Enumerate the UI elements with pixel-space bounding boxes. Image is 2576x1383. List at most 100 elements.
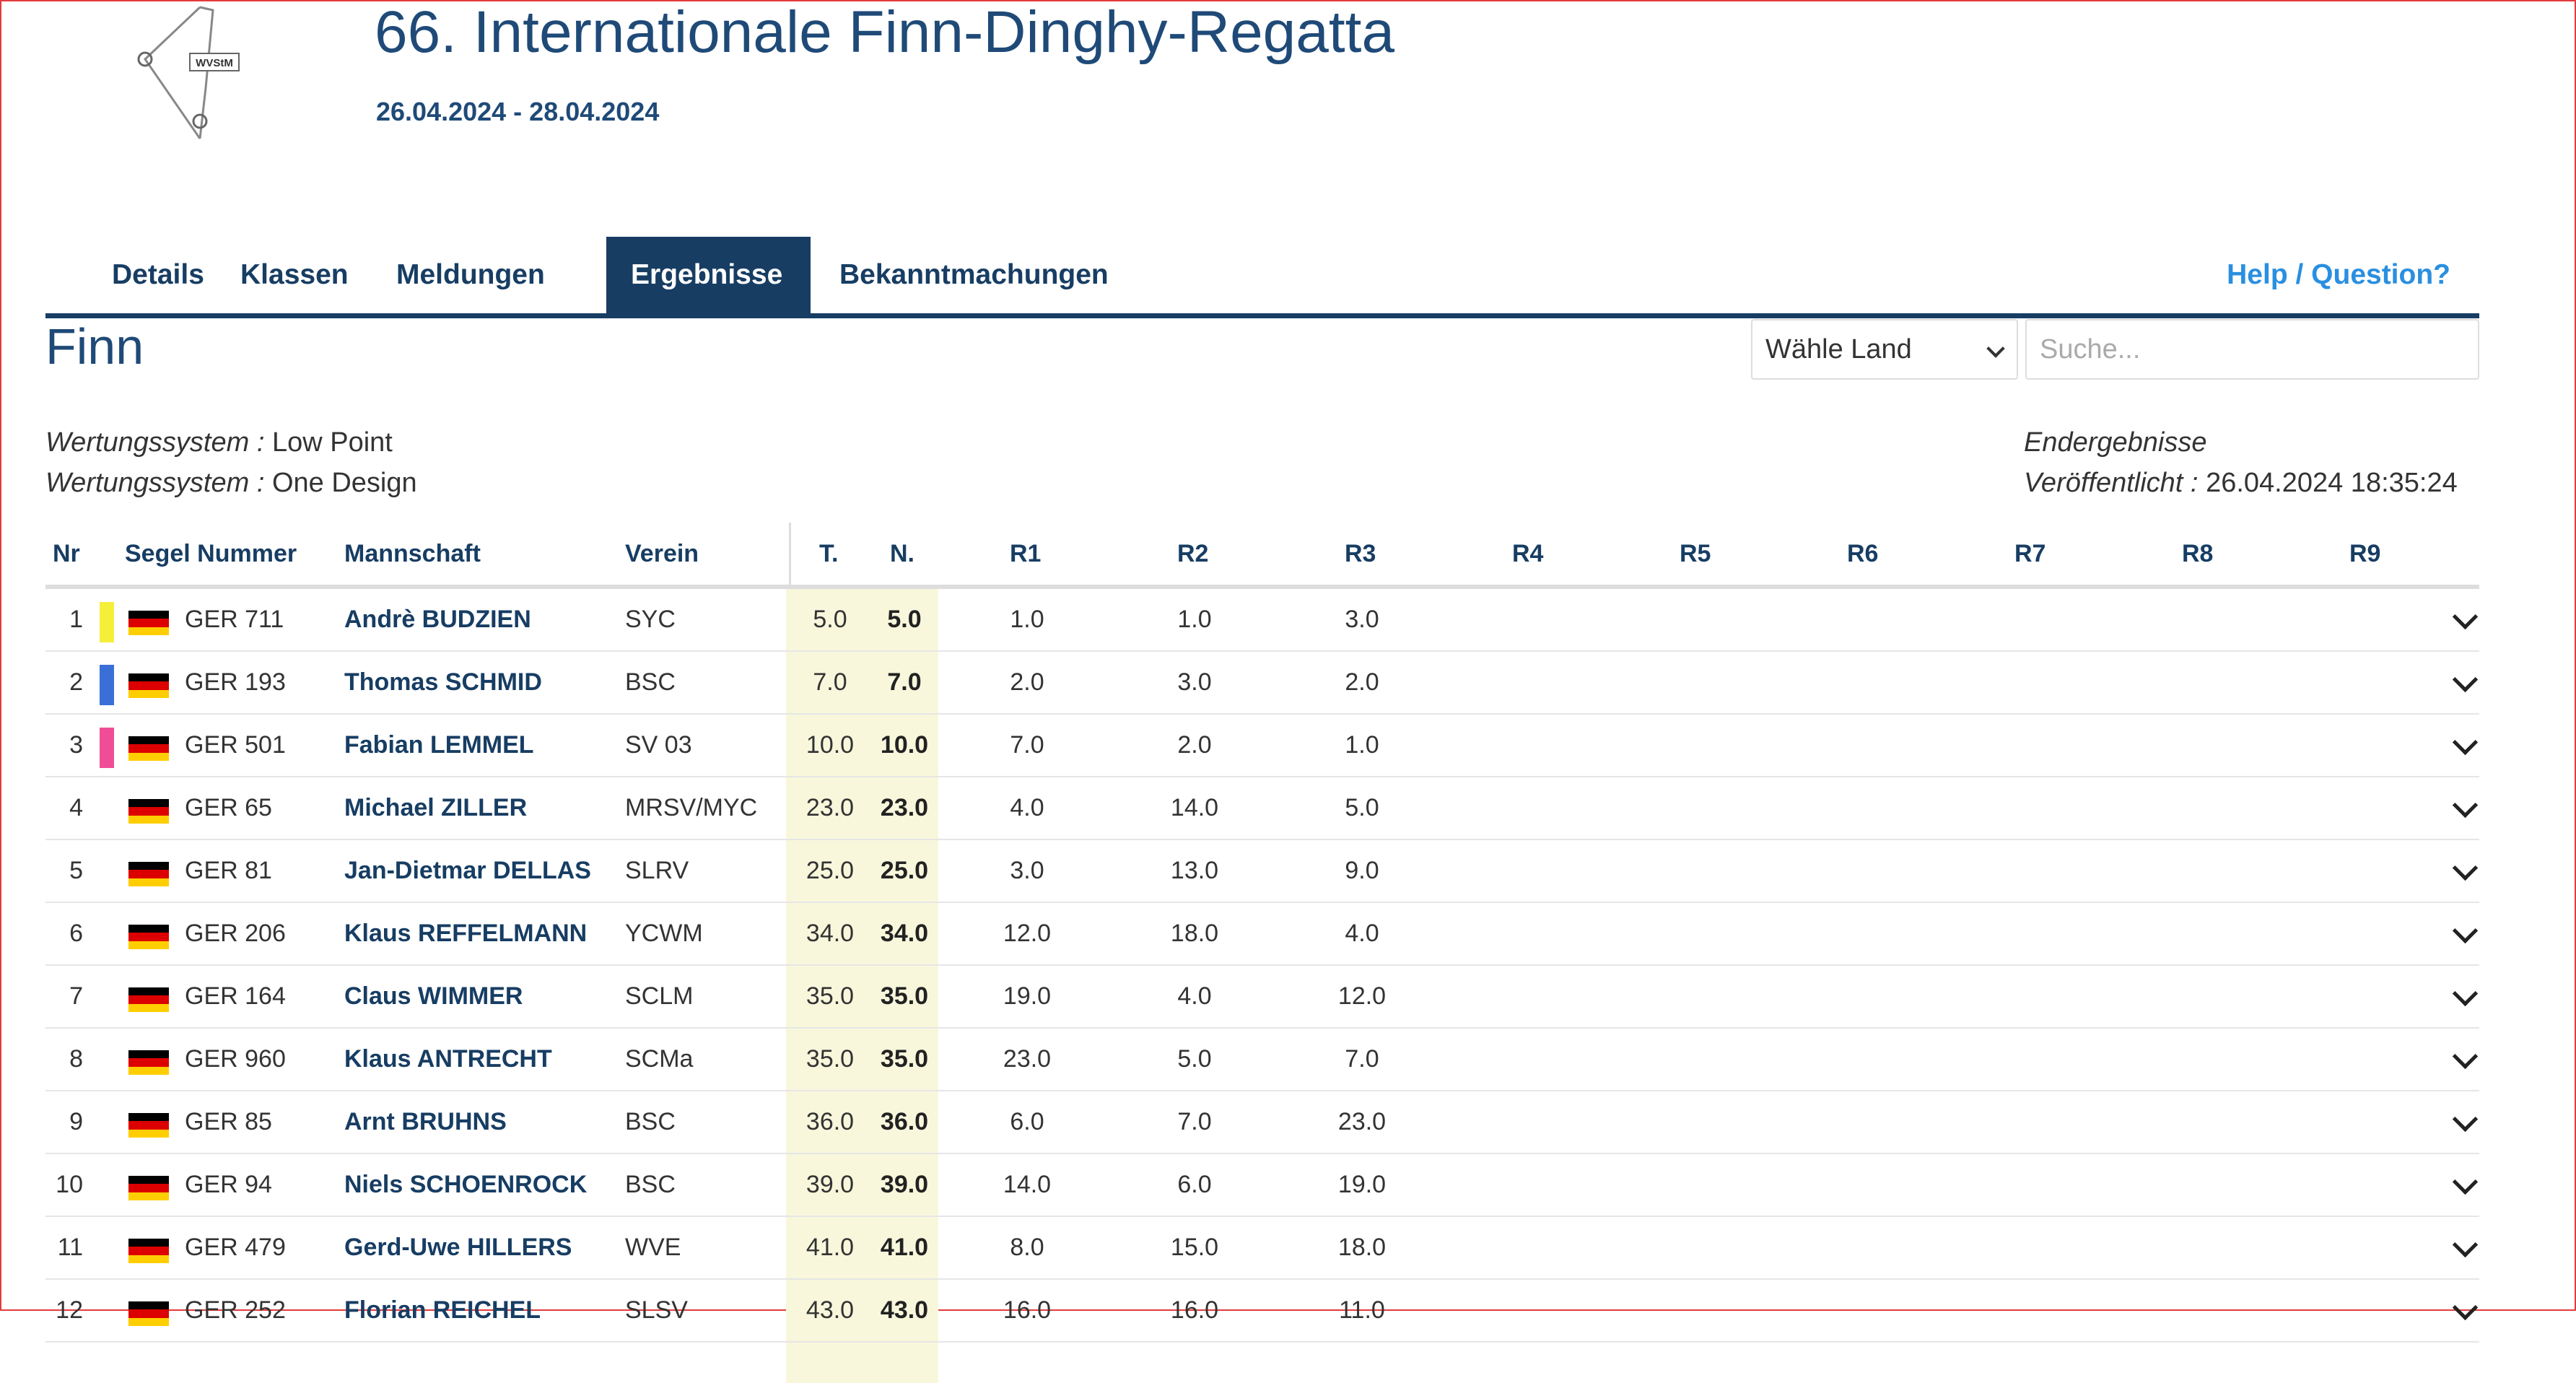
- total-points: 7.0: [813, 668, 847, 696]
- race-2-points: 13.0: [1170, 857, 1219, 884]
- table-row[interactable]: 5 GER 81 Jan-Dietmar DELLAS SLRV 25.0 25…: [45, 840, 2479, 903]
- crew-name-link[interactable]: Andrè BUDZIEN: [344, 606, 531, 633]
- table-row[interactable]: 2 GER 193 Thomas SCHMID BSC 7.0 7.0 2.0 …: [45, 652, 2479, 715]
- chevron-down-icon[interactable]: [2452, 603, 2479, 630]
- tab-bekanntmachungen[interactable]: Bekanntmachungen: [839, 259, 1109, 290]
- race-2-points: 2.0: [1177, 731, 1212, 759]
- rank: 5: [69, 857, 83, 884]
- sail-number: GER 479: [185, 1234, 286, 1261]
- total-points: 25.0: [805, 857, 855, 884]
- search-input[interactable]: [2025, 319, 2479, 380]
- flag-germany-icon: [128, 1176, 169, 1200]
- logo-text: WVStM: [196, 57, 233, 69]
- club: WVE: [625, 1234, 681, 1261]
- chevron-down-icon[interactable]: [2452, 1043, 2479, 1070]
- table-row[interactable]: 7 GER 164 Claus WIMMER SCLM 35.0 35.0 19…: [45, 966, 2479, 1029]
- crew-name-link[interactable]: Niels SCHOENROCK: [344, 1171, 588, 1198]
- race-2-points: 18.0: [1170, 920, 1219, 947]
- total-points: 35.0: [805, 1045, 855, 1073]
- tab-meldungen[interactable]: Meldungen: [396, 259, 545, 290]
- header-separator: [789, 523, 791, 585]
- country-select-value: Wähle Land: [1765, 333, 1912, 365]
- crew-name-link[interactable]: Klaus REFFELMANN: [344, 920, 588, 947]
- race-3-points: 2.0: [1345, 668, 1379, 696]
- sail-number: GER 206: [185, 920, 286, 947]
- chevron-down-icon[interactable]: [2452, 792, 2479, 819]
- header-r6: R6: [1847, 540, 1879, 567]
- total-points: 36.0: [805, 1108, 855, 1135]
- net-points: 36.0: [880, 1108, 929, 1135]
- header-total: T.: [819, 540, 839, 567]
- race-3-points: 4.0: [1345, 920, 1379, 947]
- table-row[interactable]: 8 GER 960 Klaus ANTRECHT SCMa 35.0 35.0 …: [45, 1029, 2479, 1091]
- country-select[interactable]: Wähle Land: [1751, 319, 2018, 380]
- table-row[interactable]: 9 GER 85 Arnt BRUHNS BSC 36.0 36.0 6.0 7…: [45, 1091, 2479, 1154]
- help-link[interactable]: Help / Question?: [2227, 259, 2450, 290]
- chevron-down-icon[interactable]: [2452, 1106, 2479, 1133]
- tab-klassen[interactable]: Klassen: [240, 259, 349, 290]
- flag-germany-icon: [128, 925, 169, 949]
- chevron-down-icon[interactable]: [2452, 1294, 2479, 1321]
- total-points: 39.0: [805, 1171, 855, 1198]
- header-net: N.: [890, 540, 914, 567]
- chevron-down-icon[interactable]: [2452, 917, 2479, 944]
- totals-column-highlight: [786, 589, 938, 1383]
- flag-germany-icon: [128, 1239, 169, 1263]
- sail-number: GER 960: [185, 1045, 286, 1073]
- table-row[interactable]: 6 GER 206 Klaus REFFELMANN YCWM 34.0 34.…: [45, 903, 2479, 966]
- chevron-down-icon[interactable]: [2452, 980, 2479, 1007]
- rank: 1: [69, 606, 83, 633]
- event-dates: 26.04.2024 - 28.04.2024: [376, 97, 660, 126]
- published-label: Veröffentlicht :: [2024, 468, 2199, 498]
- published-line: Veröffentlicht : 26.04.2024 18:35:24: [2024, 468, 2458, 499]
- race-3-points: 9.0: [1345, 857, 1379, 884]
- tab-ergebnisse[interactable]: Ergebnisse: [606, 237, 811, 313]
- table-row[interactable]: 11 GER 479 Gerd-Uwe HILLERS WVE 41.0 41.…: [45, 1217, 2479, 1280]
- sail-number: GER 65: [185, 794, 272, 821]
- header-r2: R2: [1177, 540, 1209, 567]
- crew-name-link[interactable]: Gerd-Uwe HILLERS: [344, 1234, 572, 1261]
- race-3-points: 5.0: [1345, 794, 1379, 821]
- chevron-down-icon[interactable]: [2452, 666, 2479, 693]
- results-table: Nr Segel Nummer Mannschaft Verein T. N. …: [45, 523, 2479, 1383]
- race-2-points: 4.0: [1177, 982, 1212, 1010]
- club: YCWM: [625, 920, 703, 947]
- race-1-points: 14.0: [1003, 1171, 1052, 1198]
- crew-name-link[interactable]: Jan-Dietmar DELLAS: [344, 857, 591, 884]
- total-points: 5.0: [813, 606, 847, 633]
- sail-number: GER 85: [185, 1108, 272, 1135]
- crew-name-link[interactable]: Klaus ANTRECHT: [344, 1045, 552, 1073]
- race-2-points: 3.0: [1177, 668, 1212, 696]
- table-row[interactable]: 4 GER 65 Michael ZILLER MRSV/MYC 23.0 23…: [45, 777, 2479, 840]
- sail-number: GER 711: [185, 606, 284, 633]
- chevron-down-icon[interactable]: [2452, 855, 2479, 881]
- rank: 3: [69, 731, 83, 759]
- race-1-points: 1.0: [1010, 606, 1044, 633]
- crew-name-link[interactable]: Claus WIMMER: [344, 982, 523, 1010]
- header-r5: R5: [1680, 540, 1711, 567]
- sail-number: GER 501: [185, 731, 286, 759]
- race-2-points: 5.0: [1177, 1045, 1212, 1073]
- total-points: 41.0: [805, 1234, 855, 1261]
- table-row[interactable]: 1 GER 711 Andrè BUDZIEN SYC 5.0 5.0 1.0 …: [45, 589, 2479, 652]
- chevron-down-icon[interactable]: [2452, 1169, 2479, 1195]
- tab-details[interactable]: Details: [112, 259, 204, 290]
- sail-number: GER 81: [185, 857, 272, 884]
- race-3-points: 18.0: [1337, 1234, 1387, 1261]
- chevron-down-icon[interactable]: [2452, 729, 2479, 756]
- net-points: 34.0: [880, 920, 929, 947]
- sail-number: GER 94: [185, 1171, 272, 1198]
- net-points: 5.0: [887, 606, 922, 633]
- table-row[interactable]: 12 GER 252 Florian REICHEL SLSV 43.0 43.…: [45, 1280, 2479, 1343]
- crew-name-link[interactable]: Fabian LEMMEL: [344, 731, 534, 759]
- crew-name-link[interactable]: Thomas SCHMID: [344, 668, 542, 696]
- crew-name-link[interactable]: Michael ZILLER: [344, 794, 528, 821]
- flag-germany-icon: [128, 799, 169, 824]
- table-row[interactable]: 3 GER 501 Fabian LEMMEL SV 03 10.0 10.0 …: [45, 715, 2479, 777]
- chevron-down-icon[interactable]: [2452, 1231, 2479, 1258]
- crew-name-link[interactable]: Arnt BRUHNS: [344, 1108, 507, 1135]
- flag-germany-icon: [128, 862, 169, 886]
- table-row[interactable]: 10 GER 94 Niels SCHOENROCK BSC 39.0 39.0…: [45, 1154, 2479, 1217]
- header-r8: R8: [2182, 540, 2214, 567]
- total-points: 23.0: [805, 794, 855, 821]
